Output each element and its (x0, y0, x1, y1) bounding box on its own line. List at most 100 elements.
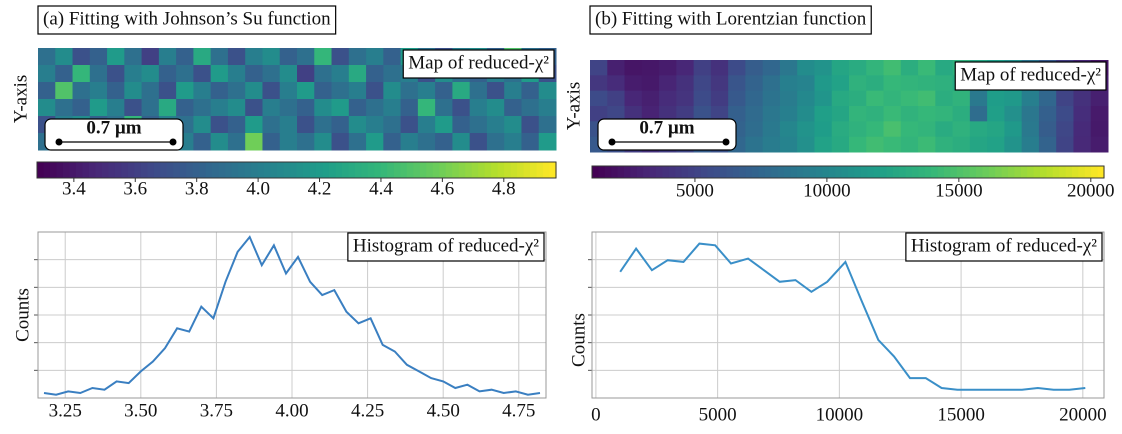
colorbar-segment (283, 162, 291, 178)
colorbar-segment (101, 162, 109, 178)
heatmap-cell (1073, 90, 1092, 107)
heatmap-cell (435, 82, 453, 100)
heatmap-cell (435, 133, 453, 151)
colorbar-segment (598, 166, 606, 178)
colorbar-segment (739, 166, 747, 178)
heatmap-cell (866, 75, 885, 92)
heatmap-cell (1038, 121, 1057, 138)
heatmap-cell (866, 90, 885, 107)
heatmap-cell (297, 116, 315, 134)
colorbar-tick-label: 4.6 (430, 178, 454, 199)
colorbar-segment (995, 166, 1003, 178)
heatmap-cell (659, 60, 677, 76)
colorbar-tick-label: 4.0 (246, 178, 270, 199)
heatmap-cell (486, 133, 505, 151)
heatmap-cell (210, 116, 229, 134)
colorbar-segment (1008, 166, 1015, 178)
heatmap-cell (641, 90, 660, 107)
heatmap-cell (227, 48, 246, 66)
colorbar-segment (860, 166, 868, 178)
colorbar-segment (406, 162, 414, 178)
heatmap-cell (504, 133, 522, 151)
colorbar-segment (251, 162, 259, 178)
heatmap-cell (452, 82, 471, 100)
colorbar-segment (400, 162, 408, 178)
colorbar-segment (491, 162, 499, 178)
heatmap-cell (331, 99, 350, 117)
heatmap-cell (38, 48, 56, 66)
colorbar-segment (465, 162, 473, 178)
colorbar-segment (309, 162, 317, 178)
colorbar-segment (290, 162, 298, 178)
colorbar-segment (809, 166, 817, 178)
colorbar-tick-label: 10000 (803, 180, 851, 201)
colorbar-segment (549, 162, 557, 178)
colorbar-segment (225, 162, 233, 178)
map-title: Map of reduced-χ² (408, 52, 549, 73)
heatmap-cell (1038, 90, 1057, 107)
heatmap-cell (193, 116, 212, 134)
heatmap-cell (331, 116, 350, 134)
colorbar-segment (296, 162, 304, 178)
colorbar-segment (504, 162, 512, 178)
x-tick-label: 3.25 (49, 400, 82, 421)
colorbar-segment (892, 166, 900, 178)
colorbar-segment (354, 162, 362, 178)
heatmap-cell (348, 99, 367, 117)
heatmap-cell (417, 82, 436, 100)
colorbar-segment (1091, 166, 1099, 178)
heatmap-cell (918, 75, 936, 92)
heatmap-cell (1056, 106, 1074, 122)
heatmap-cell (538, 99, 557, 117)
heatmap-cell (745, 90, 764, 107)
heatmap-cell (331, 82, 350, 100)
heatmap-cell (659, 90, 677, 107)
heatmap-cell (866, 106, 885, 122)
heatmap-cell (210, 99, 229, 117)
heatmap-cell (849, 60, 867, 76)
heatmap-cell (935, 75, 954, 92)
heatmap-cell (400, 82, 419, 100)
heatmap-cell (952, 136, 971, 153)
heatmap-cell (400, 116, 419, 134)
heatmap-cell (89, 65, 108, 83)
heatmap-cell (158, 99, 177, 117)
heatmap-cell (935, 106, 954, 122)
heatmap-cell (383, 116, 402, 134)
heatmap-cell (779, 136, 798, 153)
colorbar-segment (134, 162, 142, 178)
heatmap-cell (124, 65, 143, 83)
heatmap-cell (797, 121, 815, 138)
scalebar-end (722, 138, 730, 146)
heatmap-cell (38, 99, 56, 117)
colorbar-segment (426, 162, 434, 178)
heatmap-cell (814, 121, 833, 138)
colorbar-segment (720, 166, 727, 178)
heatmap-cell (624, 75, 643, 92)
heatmap-cell (72, 99, 91, 117)
heatmap-cell (900, 106, 919, 122)
heatmap-cell (831, 121, 850, 138)
heatmap-cell (590, 75, 608, 92)
heatmap-cell (469, 99, 488, 117)
colorbar-segment (848, 166, 855, 178)
heatmap-cell (935, 121, 954, 138)
colorbar-segment (478, 162, 486, 178)
colorbar-segment (244, 162, 252, 178)
heatmap-cell (849, 121, 867, 138)
heatmap-cell (158, 82, 177, 100)
heatmap-cell (831, 75, 850, 92)
colorbar-segment (108, 162, 116, 178)
colorbar-segment (662, 166, 670, 178)
heatmap-cell (728, 90, 746, 107)
heatmap-cell (831, 106, 850, 122)
colorbar-segment (758, 166, 766, 178)
colorbar-segment (199, 162, 207, 178)
heatmap-cell (297, 82, 315, 100)
colorbar-segment (43, 162, 51, 178)
heatmap-cell (314, 48, 333, 66)
heatmap-cell (366, 133, 384, 151)
colorbar-segment (322, 162, 330, 178)
colorbar-segment (835, 166, 843, 178)
panel-title: (a) Fitting with Johnson’s Su function (43, 8, 331, 29)
